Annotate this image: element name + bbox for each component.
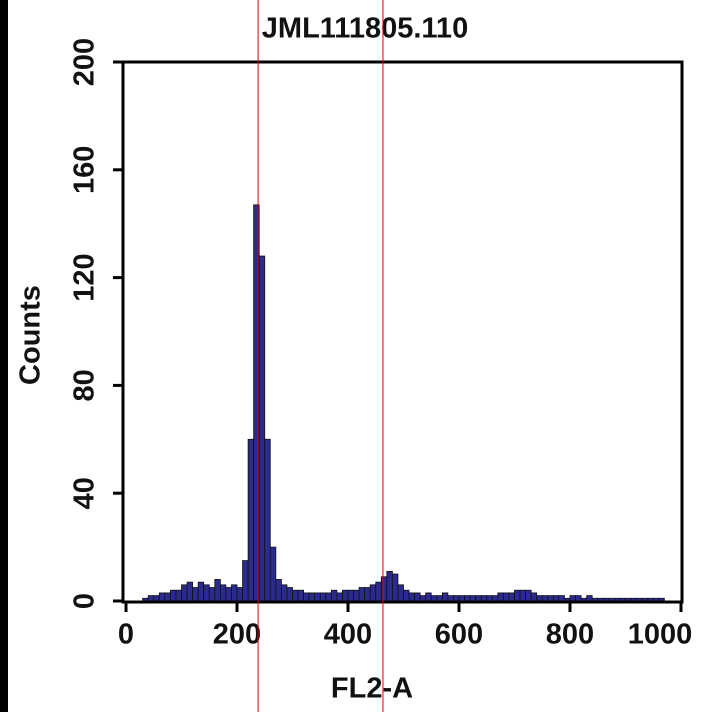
histogram-bar (391, 573, 399, 602)
chart-title: JML111805.110 (262, 13, 468, 45)
histogram-bar (514, 589, 521, 602)
histogram-bar (347, 589, 354, 602)
histogram-bar (275, 579, 282, 602)
histogram-bar (475, 595, 482, 602)
histogram-bar (569, 595, 576, 602)
y-axis-label: Counts (15, 285, 47, 385)
y-tick-label: 0 (69, 593, 101, 609)
histogram-bar (497, 592, 504, 602)
x-tick-label: 0 (118, 619, 134, 651)
histogram-bar (547, 595, 554, 602)
histogram-bar (280, 584, 288, 602)
histogram-bar (219, 584, 227, 602)
plot-frame (121, 60, 684, 604)
histogram-bar (314, 592, 321, 602)
histogram-bar (447, 595, 454, 602)
histogram-bar (292, 589, 299, 602)
histogram-bar (319, 592, 327, 602)
histogram-bar (419, 595, 427, 602)
histogram-bar (375, 581, 382, 602)
plot-area (142, 204, 665, 602)
histogram-bar (519, 589, 526, 602)
histogram-bar (236, 587, 243, 602)
histogram-bar (342, 589, 349, 602)
histogram-bar (414, 592, 421, 602)
histogram-bar (380, 576, 388, 602)
histogram-bar (453, 595, 460, 602)
histogram-bar (525, 589, 532, 602)
y-tick-label: 200 (69, 38, 101, 86)
x-tick-label: 600 (435, 619, 483, 651)
histogram-bar (353, 589, 360, 602)
histogram-bar (502, 592, 510, 602)
histogram-bar (575, 595, 582, 602)
histogram-bar (181, 584, 188, 602)
histogram-bar (303, 592, 310, 602)
histogram-bar (430, 595, 438, 602)
x-tick-label: 800 (546, 619, 594, 651)
histogram-bar (408, 592, 415, 602)
histogram-bar (441, 592, 449, 602)
histogram-bar (308, 592, 316, 602)
histogram-bar (225, 587, 232, 602)
histogram-bar (364, 587, 371, 602)
histogram-bar (197, 581, 205, 602)
histogram-bar (425, 592, 432, 602)
histogram-bar (297, 589, 304, 602)
histogram-bar (242, 560, 249, 602)
histogram-bar (158, 592, 166, 602)
histogram-bar (330, 589, 338, 602)
histogram-bar (436, 595, 443, 602)
y-tick-label: 160 (69, 146, 101, 194)
histogram-bar (214, 579, 221, 602)
histogram-bar (264, 438, 271, 602)
histogram-bar (153, 595, 160, 602)
histogram-bar (269, 546, 277, 602)
histogram-bar (397, 584, 404, 602)
histogram-bar (480, 595, 488, 602)
histogram-bar (508, 592, 515, 602)
histogram-bar (203, 584, 210, 602)
histogram-bar (586, 595, 593, 602)
histogram-bar (403, 589, 410, 602)
histogram-bar (530, 592, 538, 602)
histogram-bar (164, 592, 171, 602)
histogram-bar (541, 595, 549, 602)
histogram-bar (325, 592, 332, 602)
histogram-bar (386, 570, 393, 602)
histogram-bar (552, 595, 560, 602)
y-tick-label: 80 (69, 369, 101, 401)
histogram-bar (186, 581, 194, 602)
histogram-bar (464, 595, 471, 602)
y-tick-label: 120 (69, 253, 101, 301)
histogram-bar (258, 255, 266, 602)
histogram-bar (358, 587, 366, 602)
histogram-bar (469, 595, 477, 602)
histogram-bar (558, 595, 565, 602)
histogram-bar (336, 592, 343, 602)
histogram-bar (175, 589, 182, 602)
histogram-bar (369, 584, 377, 602)
histogram-bar (486, 595, 493, 602)
histogram-bar (231, 584, 238, 602)
histogram-bar (247, 438, 255, 602)
left-edge (0, 0, 8, 712)
x-tick-label: 200 (213, 619, 261, 651)
histogram-bar (192, 587, 199, 602)
histogram-bar (208, 587, 216, 602)
x-tick-label: 400 (324, 619, 372, 651)
x-tick-label: 1000 (628, 619, 693, 651)
histogram-bar (491, 595, 499, 602)
histogram-bar (536, 595, 543, 602)
histogram-bar (286, 587, 293, 602)
x-axis-label: FL2-A (331, 673, 413, 705)
histogram-bar (458, 595, 465, 602)
histogram-bar (169, 589, 177, 602)
y-tick-label: 40 (69, 477, 101, 509)
histogram-bar (147, 595, 155, 602)
